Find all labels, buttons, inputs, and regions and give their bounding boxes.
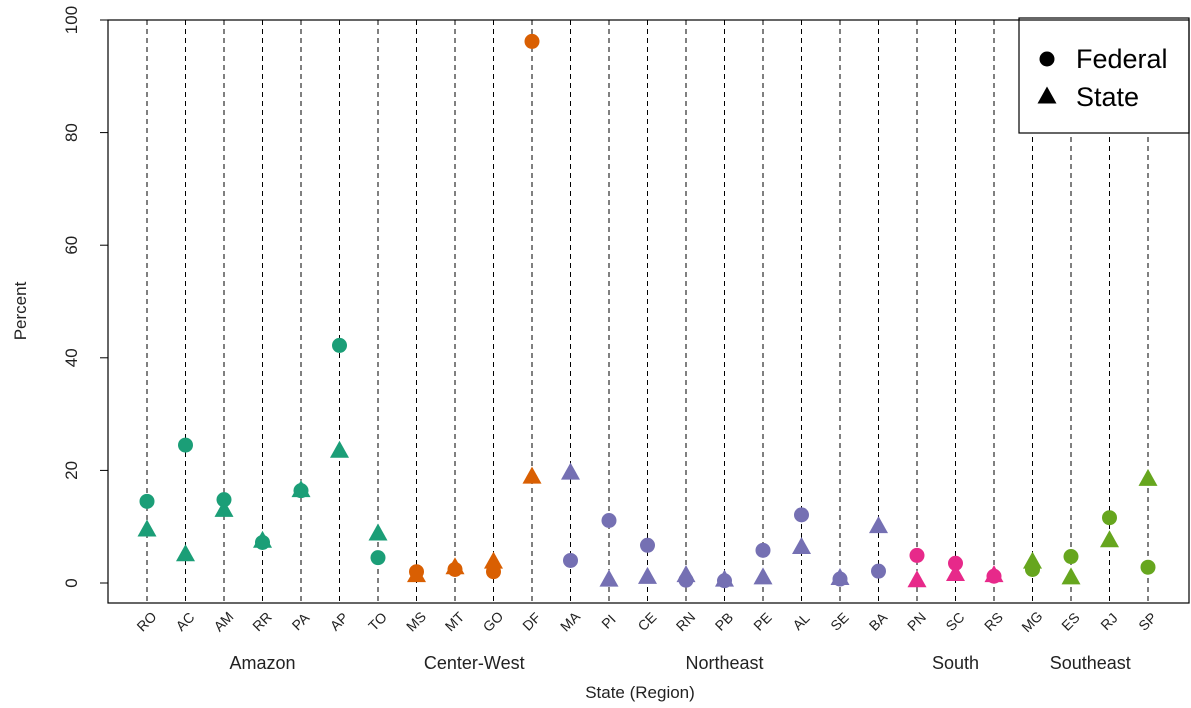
x-tick-label-go: GO [480,608,507,635]
federal-point-pn [909,547,925,563]
federal-point-ma [563,552,578,568]
legend-triangle-icon [1037,86,1057,104]
y-tick-label: 100 [62,6,81,34]
state-point-ac [176,544,195,562]
x-tick-label-ro: RO [133,608,159,634]
federal-point-pi [601,513,617,529]
state-point-pa [291,480,311,498]
region-labels: Amazon Center-West Northeast South Southeast [229,653,1130,673]
legend-box [1018,17,1190,134]
state-point-pb [715,569,734,587]
x-tick-label-to: TO [365,609,390,634]
legend-label-federal: Federal [1076,44,1168,74]
region-label-south: South [932,653,979,673]
state-point-ro [137,519,157,537]
state-point-rn [676,565,696,583]
x-tick-label-rr: RR [249,609,275,635]
x-tick-label-se: SE [827,609,852,634]
state-point-mg [1023,551,1042,569]
x-axis-title: State (Region) [585,683,695,702]
x-tick-label-ma: MA [557,608,584,635]
federal-point-ba [871,563,886,579]
state-point-rj [1100,530,1119,548]
x-tick-label-es: ES [1058,609,1083,634]
y-tick-label: 60 [62,236,81,255]
legend-label-state: State [1076,82,1139,112]
x-tick-label-rj: RJ [1097,610,1120,633]
y-axis-title: Percent [11,281,30,340]
federal-point-ce [640,537,655,553]
state-point-es [1061,567,1081,585]
region-label-northeast: Northeast [685,653,763,673]
x-tick-label-ba: BA [866,609,891,634]
state-point-pn [907,570,927,588]
state-point-df [522,466,542,484]
federal-point-pe [755,542,771,558]
federal-point-sc [948,555,963,571]
state-point-to [368,523,388,541]
x-tick-label-ce: CE [634,609,659,634]
y-axis: 0 20 40 60 80 100 [62,6,108,588]
state-point-ba [869,516,888,534]
x-axis: RO AC AM RR PA AP TO MS MT GO DF MA PI CE RN PB PE AL SE BA… [133,608,1159,635]
x-tick-label-mg: MG [1018,608,1045,635]
x-tick-label-mt: MT [442,608,468,634]
x-tick-label-pa: PA [289,609,313,633]
x-tick-label-ac: AC [172,609,197,634]
state-point-mt [445,557,465,575]
federal-point-am [216,492,232,508]
x-tick-label-sc: SC [942,609,967,634]
x-tick-label-rn: RN [673,609,699,635]
data-points [137,33,1158,589]
federal-point-ap [332,337,347,353]
state-point-al [792,536,811,554]
x-tick-label-ms: MS [403,608,429,634]
x-tick-label-al: AL [789,610,813,634]
x-tick-label-am: AM [210,608,236,634]
category-guide-lines [146,20,1149,603]
state-point-ce [638,566,657,584]
state-point-am [214,499,234,517]
y-tick-label: 20 [62,461,81,480]
x-tick-label-sp: SP [1135,609,1160,634]
state-point-go [484,551,503,569]
federal-point-ro [139,493,155,509]
federal-point-to [370,550,386,566]
x-tick-label-ap: AP [327,609,352,634]
x-tick-label-pi: PI [598,611,619,632]
federal-point-df [524,33,540,49]
state-point-ma [561,462,580,480]
federal-point-sp [1140,559,1156,575]
x-tick-label-pe: PE [750,609,775,634]
legend-circle-icon [1039,51,1055,67]
x-tick-label-df: DF [519,609,544,634]
x-tick-label-pn: PN [904,609,929,634]
state-point-pi [599,569,619,587]
y-tick-label: 80 [62,123,81,142]
state-point-ap [330,440,349,458]
state-point-sc [946,564,965,582]
legend: Federal State [1037,44,1168,112]
x-tick-label-pb: PB [712,609,737,634]
x-tick-label-rs: RS [981,609,1006,634]
region-label-southeast: Southeast [1050,653,1131,673]
plot-frame [107,19,1190,604]
region-label-center-west: Center-West [424,653,525,673]
state-point-rs [984,565,1004,583]
state-point-ms [407,565,426,583]
state-point-pe [753,567,773,585]
y-tick-label: 0 [62,578,81,587]
federal-point-ac [178,437,193,453]
y-tick-label: 40 [62,348,81,367]
federal-point-al [794,507,809,523]
region-label-amazon: Amazon [229,653,295,673]
state-point-se [830,567,850,585]
state-point-rr [253,530,272,548]
state-point-sp [1138,468,1158,486]
federal-point-es [1063,549,1079,565]
federal-point-rj [1102,510,1117,526]
